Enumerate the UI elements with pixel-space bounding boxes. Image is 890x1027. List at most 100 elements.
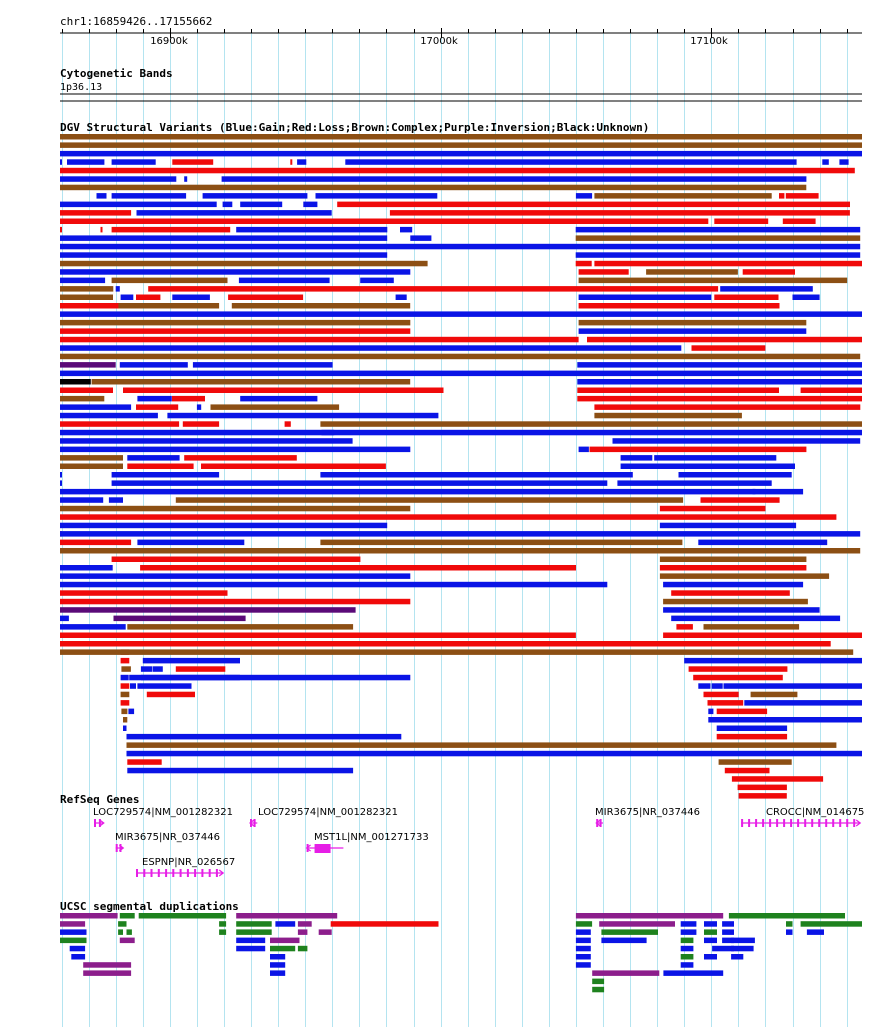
dgv-variant-loss: [60, 226, 62, 233]
gene-exon: [215, 869, 218, 877]
dgv-variant-gain: [303, 201, 318, 208]
segdup-purple: [297, 921, 312, 927]
dgv-variant-gain: [60, 480, 62, 486]
dgv-variant-gain: [115, 286, 120, 292]
segdup-green: [680, 937, 694, 944]
dgv-variant-complex: [175, 497, 684, 503]
dgv-variant-complex: [210, 404, 340, 410]
segdup-blue: [575, 929, 591, 935]
dgv-variant-loss: [60, 210, 132, 216]
dgv-variant-gain: [663, 581, 804, 588]
gene-strand-arrow: [99, 819, 105, 827]
gene-exon: [157, 869, 160, 877]
dgv-variant-gain: [236, 226, 388, 233]
dgv-variant-complex: [121, 666, 131, 672]
dgv-variant-loss: [184, 455, 297, 461]
dgv-variant-complex: [60, 353, 861, 360]
dgv-variant-gain: [221, 176, 807, 182]
gene-exon: [186, 869, 189, 877]
dgv-variant-loss: [120, 657, 130, 664]
dgv-variant-gain: [620, 463, 795, 469]
dgv-variant-loss: [577, 387, 779, 393]
dgv-variant-loss: [120, 683, 130, 689]
gene-exon: [136, 869, 138, 877]
dgv-variant-gain: [60, 573, 411, 579]
segdup-green: [704, 929, 717, 935]
dgv-variant-gain: [395, 294, 407, 300]
segdup-purple: [297, 929, 308, 935]
segdup-green: [800, 921, 862, 927]
dgv-variant-gain: [130, 683, 136, 689]
gene-exon: [253, 819, 256, 827]
gene-exon: [839, 819, 842, 827]
dgv-variant-complex: [60, 142, 862, 148]
dgv-variant-complex: [123, 717, 128, 723]
dgv-variant-complex: [121, 708, 128, 715]
dgv-variant-loss: [123, 387, 444, 393]
segdup-blue: [663, 970, 724, 976]
segdup-blue: [60, 929, 87, 935]
gene-exon: [818, 819, 821, 827]
gene-exon: [846, 819, 849, 827]
gene-label: MIR3675|NR_037446: [115, 832, 220, 843]
gene-exon: [755, 819, 758, 827]
dgv-variant-gain: [123, 725, 127, 731]
segdup-purple: [318, 929, 332, 935]
dgv-variant-gain: [60, 345, 682, 351]
dgv-variant-gain: [108, 497, 123, 503]
dgv-variant-gain: [60, 404, 132, 410]
gene-strand-arrow: [218, 869, 225, 877]
dgv-variant-gain: [192, 362, 333, 368]
gene-exon: [748, 819, 751, 827]
dgv-variant-loss: [594, 260, 862, 267]
dgv-variant-gain: [240, 395, 318, 402]
segdup-blue: [69, 945, 86, 952]
dgv-variant-gain: [120, 674, 129, 681]
gene-exon: [832, 819, 835, 827]
gene-exon: [599, 819, 602, 827]
segdup-blue: [680, 945, 694, 952]
dgv-variant-gain: [60, 159, 62, 165]
dgv-variant-gain: [120, 294, 134, 300]
gene-exon: [790, 819, 793, 827]
dgv-variant-complex: [578, 277, 848, 284]
dgv-variant-loss: [136, 294, 161, 300]
dgv-variant-gain: [711, 683, 723, 689]
gene-exon: [811, 819, 814, 827]
dgv-variant-gain: [698, 683, 711, 689]
gene-exon: [853, 819, 856, 827]
dgv-variant-gain: [152, 666, 163, 672]
dgv-variant-complex: [750, 691, 798, 698]
dgv-variant-gain: [60, 472, 62, 478]
segdup-green: [786, 921, 793, 927]
dgv-variant-loss: [60, 590, 228, 596]
gene-exon: [804, 819, 807, 827]
segdup-blue: [275, 921, 296, 927]
dgv-variant-gain: [708, 708, 714, 715]
dgv-variant-gain: [612, 438, 861, 444]
gene-label: CROCC|NM_014675: [766, 807, 864, 818]
dgv-variant-gain: [578, 446, 589, 453]
segdup-blue: [731, 937, 755, 944]
dgv-variant-loss: [577, 395, 862, 402]
dgv-variant-loss: [716, 708, 768, 715]
dgv-variant-gain: [617, 480, 772, 486]
dgv-variant-gain: [575, 193, 593, 199]
dgv-variant-loss: [127, 759, 162, 765]
dgv-variant-inversion: [60, 607, 356, 613]
gene-label: MST1L|NM_001271733: [314, 832, 429, 843]
dgv-variant-complex: [703, 624, 800, 630]
dgv-variant-gain: [60, 412, 158, 419]
dgv-variant-gain: [127, 767, 354, 774]
dgv-variant-gain: [578, 328, 807, 334]
dgv-variant-loss: [111, 226, 231, 233]
gene-exon: [179, 869, 182, 877]
dgv-variant-gain: [60, 438, 353, 444]
dgv-variant-loss: [111, 556, 361, 562]
segdup-green: [119, 913, 135, 919]
dgv-track-title: DGV Structural Variants (Blue:Gain;Red:L…: [60, 121, 649, 134]
dgv-variant-loss: [716, 733, 788, 740]
dgv-variant-gain: [60, 201, 217, 208]
dgv-variant-loss: [594, 404, 861, 410]
